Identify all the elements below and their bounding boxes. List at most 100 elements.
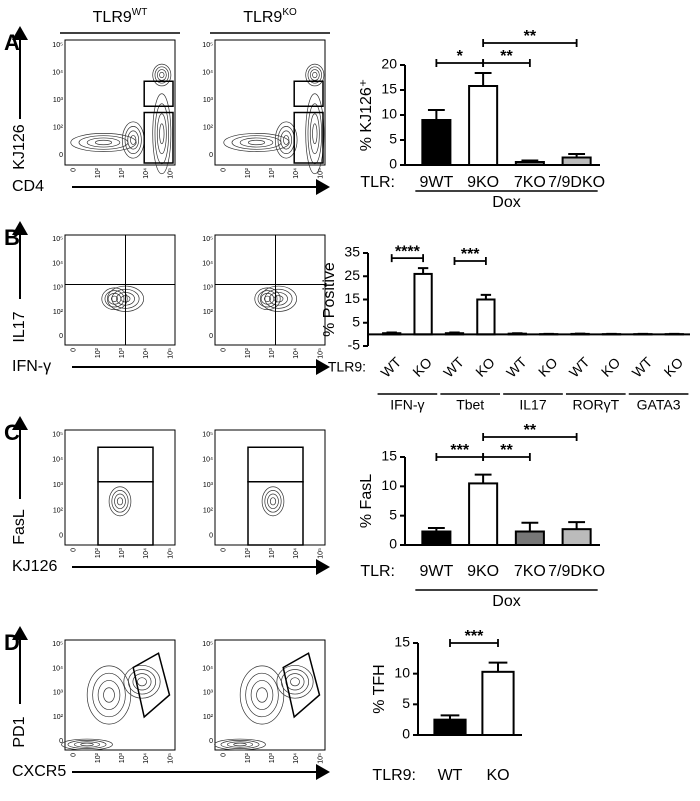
contour [130,135,137,145]
contour [226,741,254,748]
column-header: TLR9KO [243,7,297,27]
flow-x-tick: 10⁴ [143,753,150,764]
significance-label: ** [524,28,537,45]
y-tick-label: 5 [402,695,410,711]
contour [121,121,145,159]
contour [281,669,309,695]
flow-x-tick: 0 [221,753,228,757]
y-tick-label: 0 [402,726,410,742]
contour [274,121,298,159]
prefix: TLR9: [372,767,416,784]
flow-y-tick: 10⁴ [52,260,63,267]
contour [103,687,115,703]
flow-y-tick: 0 [209,333,213,340]
y-tick-label: 15 [381,448,397,464]
contour [111,490,129,513]
flow-y-tick: 0 [59,738,63,745]
y-tick-label: 10 [381,477,397,493]
flow-y-tick: 10⁴ [52,69,63,76]
y-tick-label: 0 [389,536,397,552]
error-bar [427,526,445,532]
significance-label: ** [500,442,513,459]
prefix: TLR: [360,174,395,191]
flow-y-tick: 0 [209,533,213,540]
contour [214,738,266,751]
x-tick-label: KO [409,354,435,380]
flow-x-label: CXCR5 [12,763,66,780]
flow-x-tick: 10² [95,347,102,358]
flow-y-tick: 10⁴ [52,665,63,672]
contour [156,113,167,155]
error-bar [417,267,429,274]
bar [433,718,467,737]
x-tick-label: WT [566,353,593,380]
contour [264,490,282,513]
contour [132,673,152,691]
flow-x-tick: 10² [95,752,102,763]
gate [97,481,154,546]
flow-y-tick: 10³ [53,482,64,489]
prefix: TLR: [360,563,395,580]
contour [156,69,167,81]
flow-x-tick: 10³ [119,547,126,558]
flow-frame [64,639,176,751]
gate [97,446,154,483]
group-label: GATA3 [637,397,681,413]
significance-label: *** [450,442,469,459]
flow-y-tick: 10⁵ [202,236,213,243]
flow-x-tick: 0 [71,168,78,172]
bar [468,85,499,166]
error-bar [427,109,445,120]
contour [269,292,288,306]
contour [305,63,325,87]
contour [70,133,137,152]
error-bar [449,331,460,334]
y-axis-label: % KJ126⁺ [358,79,375,151]
flow-y-label: FasL [11,509,28,545]
contour [61,738,113,751]
flow-x-tick: 0 [71,348,78,352]
group-label: IFN-γ [390,397,424,413]
x-tick-label: KO [598,354,624,380]
flow-x-label: IFN-γ [12,358,51,375]
contour [263,295,272,302]
flow-x-label: KJ126 [12,558,57,575]
y-axis-label: % Positive [321,262,338,337]
group-label: RORγT [572,397,619,413]
x-tick-label: KO [661,354,687,380]
x-tick-label: 7KO [514,174,546,191]
y-tick-label: 0 [389,156,397,172]
contour [239,137,274,148]
flow-x-tick: 10³ [119,347,126,358]
contour [78,135,129,150]
flow-y-tick: 10² [53,714,64,721]
bar [561,528,592,546]
flow-x-tick: 10⁵ [317,348,324,359]
error-bar [521,521,539,532]
error-bar [474,72,492,86]
flow-y-tick: 10⁵ [52,236,63,243]
contour [220,740,260,749]
error-bar [488,661,508,672]
contour [254,287,281,311]
contour [261,486,285,517]
flow-y-tick: 0 [209,738,213,745]
flow-y-tick: 10³ [203,285,214,292]
flow-y-tick: 10³ [53,285,64,292]
contour [256,687,268,703]
flow-x-tick: 10⁴ [293,548,300,559]
contour [231,135,282,150]
flow-x-tick: 10² [245,167,252,178]
flow-x-label: CD4 [12,178,44,195]
significance-bracket [482,59,531,67]
y-tick-label: 15 [344,290,360,306]
x-tick-label: WT [438,767,463,784]
y-tick-label: -5 [348,337,361,353]
flow-x-tick: 10⁵ [317,548,324,559]
gate [247,446,304,483]
contour [159,71,165,79]
flow-x-tick: 10³ [269,752,276,763]
flow-x-tick: 10² [95,547,102,558]
contour [305,93,325,175]
contour [245,672,279,718]
